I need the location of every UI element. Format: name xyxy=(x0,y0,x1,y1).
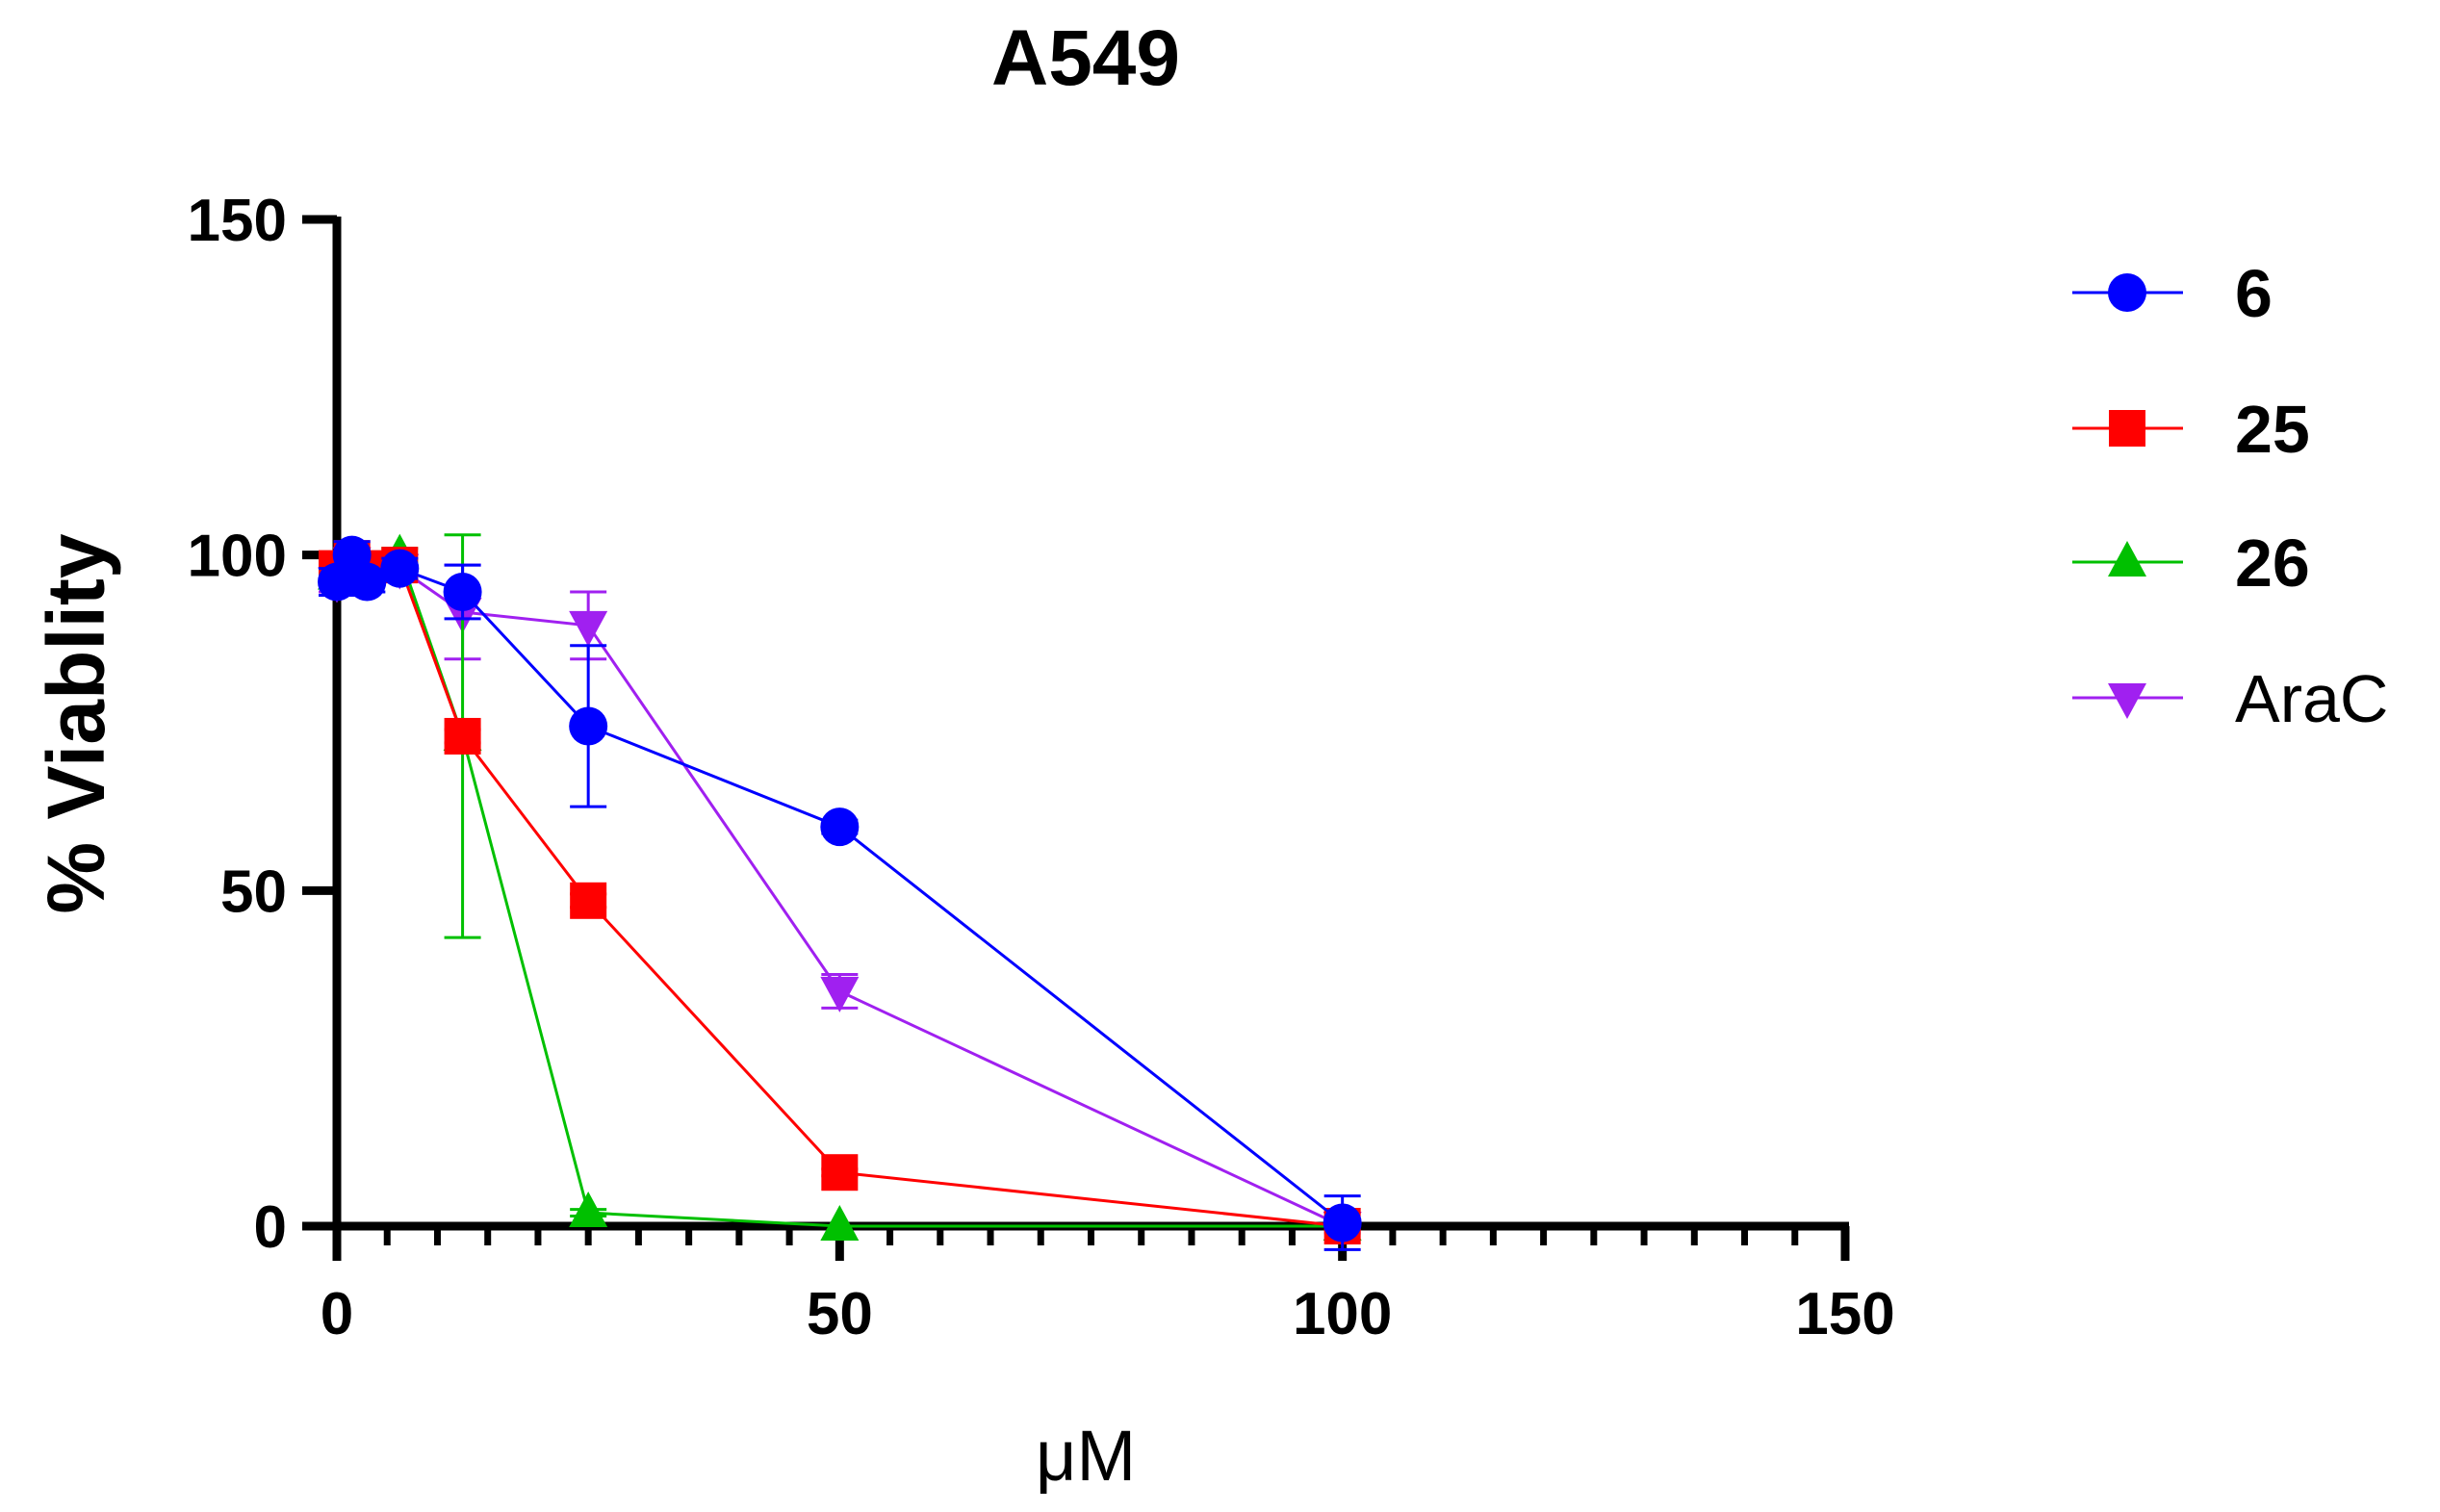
chart-title: A549 xyxy=(991,14,1180,102)
data-point xyxy=(570,882,607,919)
y-tick-label: 50 xyxy=(220,859,287,925)
series-6 xyxy=(318,535,1362,1251)
data-point xyxy=(569,610,608,647)
series-line xyxy=(335,559,1344,1228)
legend-label: 26 xyxy=(2235,525,2310,601)
x-tick-label: 0 xyxy=(321,1281,353,1347)
axes: 0 50 100 150 0 50 100 150 xyxy=(188,188,1895,1347)
data-point xyxy=(444,717,481,755)
series-26 xyxy=(318,533,1362,1241)
data-point xyxy=(820,1205,860,1241)
data-point xyxy=(1323,1203,1362,1243)
data-point xyxy=(347,562,387,602)
x-tick-label: 50 xyxy=(807,1281,873,1347)
plot-area xyxy=(318,533,1362,1251)
y-tick-label: 150 xyxy=(188,188,287,254)
series-line xyxy=(336,552,1343,1228)
series-line xyxy=(336,556,1343,1228)
data-point xyxy=(569,1192,608,1228)
x-tick-label: 150 xyxy=(1795,1281,1894,1347)
series-25 xyxy=(319,540,1361,1244)
y-tick-label: 0 xyxy=(254,1194,287,1261)
data-point xyxy=(820,807,860,847)
legend-label: 25 xyxy=(2235,392,2310,467)
x-axis-title: μM xyxy=(1036,1416,1136,1496)
legend-label: AraC xyxy=(2235,661,2388,736)
legend: 6 25 26 AraC xyxy=(2072,256,2388,736)
legend-label: 6 xyxy=(2235,256,2273,331)
series-line xyxy=(335,551,1344,1224)
legend-marker xyxy=(2108,273,2146,312)
legend-item-26: 26 xyxy=(2072,525,2310,601)
legend-item-6: 6 xyxy=(2072,256,2273,331)
legend-item-arac: AraC xyxy=(2072,661,2388,736)
data-point xyxy=(380,549,420,588)
data-point xyxy=(821,1154,859,1192)
data-point xyxy=(569,706,608,746)
legend-item-25: 25 xyxy=(2072,392,2310,467)
legend-marker xyxy=(2109,410,2145,447)
x-tick-label: 100 xyxy=(1293,1281,1392,1347)
y-tick-label: 100 xyxy=(188,524,287,590)
legend-marker xyxy=(2108,683,2146,719)
series-arac xyxy=(318,547,1362,1247)
y-axis-title: % Viablity xyxy=(31,533,121,914)
data-point xyxy=(820,976,860,1012)
data-point xyxy=(443,573,482,612)
legend-marker xyxy=(2108,541,2146,577)
